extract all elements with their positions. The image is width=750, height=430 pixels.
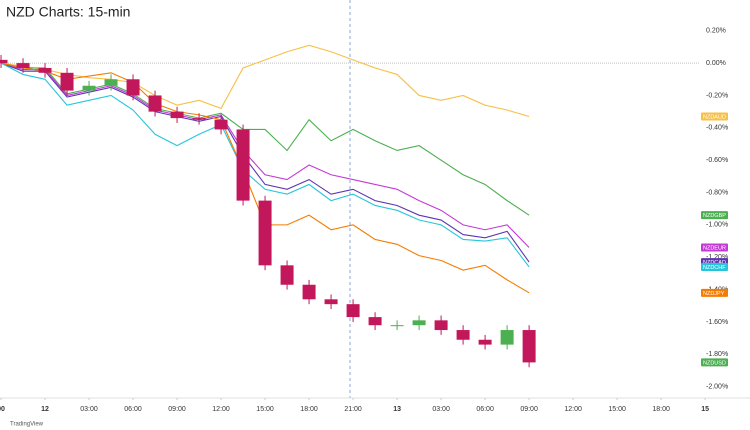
series-tag-label: NZDEUR — [703, 245, 726, 251]
series-tag-label: NZDJPY — [703, 291, 725, 297]
candle-body — [368, 317, 382, 326]
candle-body — [434, 320, 448, 331]
y-tick-label: 0.00% — [706, 60, 726, 67]
series-tag — [701, 288, 728, 297]
x-tick-label: 03:00 — [432, 406, 450, 413]
candle-body — [148, 95, 162, 112]
candle-body — [170, 111, 184, 119]
series-tag — [701, 211, 728, 220]
footer: TradingView — [10, 422, 44, 428]
candle-body — [104, 79, 118, 86]
candle-body — [214, 119, 228, 130]
candle-body — [522, 330, 536, 363]
x-tick-label: 03:00 — [80, 406, 98, 413]
series-line — [0, 62, 530, 268]
x-tick-label: 12 — [41, 406, 49, 413]
candle-body — [324, 299, 338, 305]
x-tick-label: 06:00 — [124, 406, 142, 413]
series-tag — [701, 358, 728, 367]
x-tick-label: 18:00 — [652, 406, 670, 413]
candle-body — [478, 339, 492, 345]
x-tick-label: 15:00 — [256, 406, 274, 413]
y-tick-label: -1.00% — [706, 222, 728, 229]
series-tag-label: NZDAUD — [703, 114, 726, 120]
candle-body — [280, 265, 294, 285]
x-tick-label: 09:00 — [520, 406, 538, 413]
y-tick-label: -1.60% — [706, 319, 728, 326]
candle-body — [500, 330, 514, 345]
series-tag — [701, 112, 728, 121]
y-tick-label: -0.80% — [706, 189, 728, 196]
candle-body — [302, 284, 316, 300]
y-tick-label: -1.20% — [706, 254, 728, 261]
series-tag-label: NZDCHF — [703, 265, 726, 271]
candle-body — [192, 118, 206, 120]
x-tick-label: 13 — [393, 406, 401, 413]
x-tick-label: 00 — [0, 406, 5, 413]
candle-body — [346, 304, 360, 318]
candle-body — [16, 63, 30, 68]
y-tick-label: -1.80% — [706, 351, 728, 358]
x-tick-label: 06:00 — [476, 406, 494, 413]
candle-body — [126, 79, 140, 96]
candle-body — [412, 320, 426, 326]
candle-body — [60, 72, 74, 91]
series-tag-label: NZDGBP — [703, 213, 726, 219]
y-tick-label: -2.00% — [706, 384, 728, 391]
series-tag — [701, 243, 728, 252]
candle-body — [82, 85, 96, 91]
x-tick-label: 15 — [701, 406, 709, 413]
series-tag — [701, 262, 728, 271]
x-tick-label: 21:00 — [344, 406, 362, 413]
x-tick-label: 09:00 — [168, 406, 186, 413]
y-tick-label: -0.60% — [706, 157, 728, 164]
y-tick-label: -0.40% — [706, 125, 728, 132]
series-line — [0, 44, 530, 118]
x-tick-label: 15:00 — [608, 406, 626, 413]
x-tick-label: 18:00 — [300, 406, 318, 413]
candle-body — [0, 59, 8, 64]
candle-body — [236, 129, 250, 201]
series-tag-label: NZDUSD — [703, 360, 726, 366]
candle-body — [456, 330, 470, 340]
y-tick-label: 0.20% — [706, 28, 726, 35]
x-tick-label: 12:00 — [564, 406, 582, 413]
chart-title: NZD Charts: 15-min — [6, 4, 130, 20]
candle-body — [390, 325, 404, 327]
y-tick-label: -0.20% — [706, 92, 728, 99]
candle-body — [38, 67, 52, 73]
x-tick-label: 12:00 — [212, 406, 230, 413]
candle-body — [258, 200, 272, 266]
